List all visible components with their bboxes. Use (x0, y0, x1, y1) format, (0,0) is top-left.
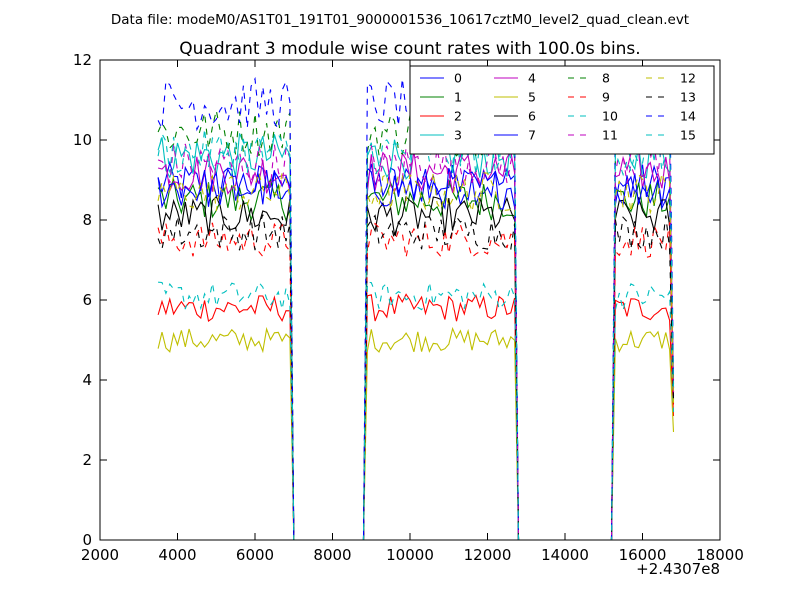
legend-label-13: 13 (680, 90, 696, 105)
y-tick-label: 10 (73, 131, 92, 149)
y-tick-label: 12 (73, 51, 92, 69)
legend-label-1: 1 (454, 90, 462, 105)
legend-label-3: 3 (454, 128, 462, 143)
legend-label-4: 4 (528, 71, 536, 86)
x-tick-label: 12000 (464, 546, 512, 564)
legend-label-8: 8 (602, 71, 610, 86)
y-tick-label: 6 (82, 291, 92, 309)
legend-label-14: 14 (680, 109, 696, 124)
x-tick-label: 2000 (81, 546, 119, 564)
y-tick-label: 2 (82, 451, 92, 469)
legend-label-10: 10 (602, 109, 618, 124)
x-tick-label: 8000 (313, 546, 351, 564)
x-tick-label: 4000 (158, 546, 196, 564)
x-tick-label: 16000 (619, 546, 667, 564)
legend-label-5: 5 (528, 90, 536, 105)
y-tick-label: 4 (82, 371, 92, 389)
legend-label-12: 12 (680, 71, 696, 86)
figure-supertitle: Data file: modeM0/AS1T01_191T01_90000015… (111, 12, 689, 28)
legend-label-6: 6 (528, 109, 536, 124)
x-tick-label: 18000 (696, 546, 744, 564)
x-tick-label: 14000 (541, 546, 589, 564)
legend-label-7: 7 (528, 128, 536, 143)
legend-label-0: 0 (454, 71, 462, 86)
y-tick-label: 8 (82, 211, 92, 229)
x-offset-label: +2.4307e8 (636, 560, 720, 578)
legend-label-11: 11 (602, 128, 618, 143)
legend-label-9: 9 (602, 90, 610, 105)
ticks-layer: 2000 4000 6000 8000 10000 12000 14000 16000 1800… (73, 51, 744, 564)
chart-title: Quadrant 3 module wise count rates with … (179, 39, 640, 59)
legend-label-2: 2 (454, 109, 462, 124)
x-tick-label: 6000 (236, 546, 274, 564)
legend-label-15: 15 (680, 128, 696, 143)
x-tick-label: 10000 (386, 546, 434, 564)
series-line-11 (157, 141, 675, 541)
legend-box (409, 65, 715, 155)
y-tick-label: 0 (82, 531, 92, 549)
